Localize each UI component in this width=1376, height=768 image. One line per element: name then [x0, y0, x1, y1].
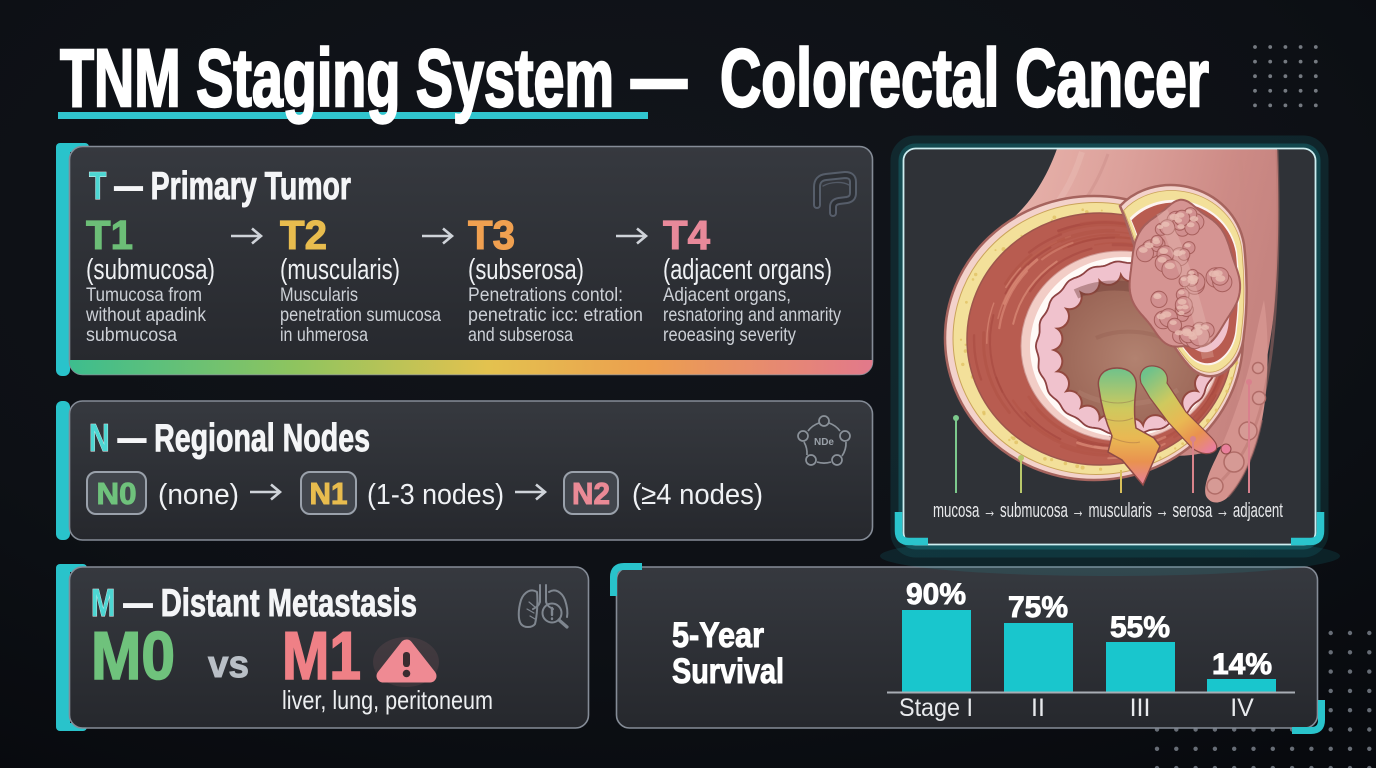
svg-text:14%: 14% [1212, 648, 1272, 681]
svg-text:N — Regional Nodes: N — Regional Nodes [89, 417, 370, 460]
svg-text:and subserosa: and subserosa [468, 324, 573, 346]
svg-text:Penetrations contol:: Penetrations contol: [468, 284, 623, 306]
svg-text:mucosa → submucosa → musculari: mucosa → submucosa → muscularis → serosa… [933, 499, 1283, 522]
svg-text:submucosa: submucosa [86, 324, 177, 346]
svg-text:M — Distant Metastasis: M — Distant Metastasis [91, 582, 417, 625]
svg-text:(1-3 nodes): (1-3 nodes) [367, 479, 504, 511]
svg-text:IV: IV [1230, 694, 1254, 722]
svg-text:N1: N1 [310, 476, 348, 511]
svg-text:T3: T3 [468, 212, 515, 258]
svg-text:T2: T2 [280, 212, 327, 258]
svg-text:without apadink: without apadink [85, 304, 206, 326]
svg-text:55%: 55% [1110, 611, 1170, 644]
svg-text:Stage I: Stage I [899, 694, 973, 722]
svg-text:Survival: Survival [672, 652, 784, 691]
svg-text:NDe: NDe [814, 437, 834, 448]
svg-text:(muscularis): (muscularis) [280, 254, 400, 286]
svg-text:T1: T1 [86, 212, 133, 258]
svg-text:N2: N2 [572, 476, 610, 511]
svg-text:90%: 90% [906, 578, 966, 611]
svg-text:Muscularis: Muscularis [280, 284, 358, 306]
svg-text:penetratic icc: etration: penetratic icc: etration [468, 304, 643, 326]
svg-text:reoeasing severity: reoeasing severity [663, 324, 796, 346]
svg-text:(adjacent organs): (adjacent organs) [663, 254, 832, 286]
svg-text:75%: 75% [1008, 591, 1068, 624]
svg-text:(≥4 nodes): (≥4 nodes) [632, 479, 763, 511]
svg-text:penetration sumucosa: penetration sumucosa [280, 304, 441, 326]
svg-text:N0: N0 [97, 476, 137, 511]
svg-text:vs: vs [208, 644, 249, 686]
svg-text:(none): (none) [158, 479, 239, 511]
svg-text:Colorectal Cancer: Colorectal Cancer [720, 33, 1209, 124]
svg-text:(submucosa): (submucosa) [86, 254, 215, 286]
svg-text:Adjacent organs,: Adjacent organs, [663, 284, 791, 306]
svg-text:liver, lung, peritoneum: liver, lung, peritoneum [282, 685, 493, 715]
svg-text:—: — [631, 33, 687, 124]
svg-text:Tumucosa from: Tumucosa from [86, 284, 202, 306]
svg-text:in uhmerosa: in uhmerosa [280, 324, 368, 346]
svg-text:(subserosa): (subserosa) [468, 254, 584, 286]
svg-text:M0: M0 [91, 618, 175, 694]
svg-text:TNM Staging System: TNM Staging System [60, 33, 614, 124]
svg-text:resnatoring and anmarity: resnatoring and anmarity [663, 304, 841, 326]
svg-text:III: III [1130, 694, 1151, 722]
svg-text:5-Year: 5-Year [672, 616, 764, 655]
svg-text:T4: T4 [663, 212, 710, 258]
svg-text:M1: M1 [282, 618, 361, 694]
svg-text:II: II [1031, 694, 1045, 722]
svg-text:T — Primary Tumor: T — Primary Tumor [89, 165, 351, 208]
